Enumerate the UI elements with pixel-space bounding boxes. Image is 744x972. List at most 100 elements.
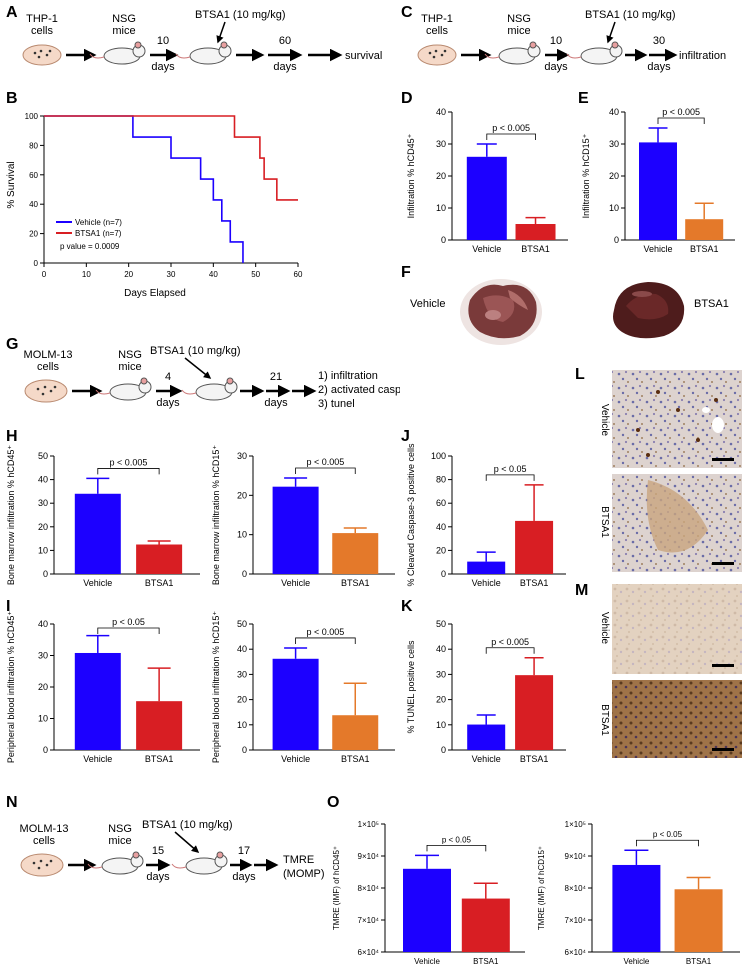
mice-label: NSG — [118, 349, 142, 361]
p-value-label: p < 0.05 — [112, 617, 145, 627]
ihc-m-vehicle-image — [612, 584, 742, 674]
mice-label: mice — [108, 835, 131, 847]
significance-bracket — [636, 839, 699, 847]
survival-line-btsa1 — [44, 115, 298, 201]
x-tick-label: BTSA1 — [690, 244, 719, 254]
liver-image-vehicle — [460, 279, 542, 345]
y-tick-label: 40 — [38, 619, 48, 629]
x-tick-label: Vehicle — [83, 754, 112, 764]
bar-vehicle — [272, 486, 319, 574]
y-tick-label: 10 — [609, 203, 619, 213]
x-tick-label: 0 — [42, 270, 47, 279]
days-value: 21 — [270, 371, 282, 383]
days-label: days — [146, 871, 170, 883]
bar-btsa1 — [461, 898, 510, 952]
bar-btsa1 — [136, 701, 183, 750]
p-value-label: p < 0.05 — [653, 830, 683, 839]
x-tick-label: 30 — [167, 270, 176, 279]
endpoint-label: 3) tunel — [318, 398, 355, 410]
days-value: 30 — [653, 35, 665, 47]
ihc-l-btsa1-image — [612, 474, 742, 572]
x-tick-label: Vehicle — [281, 578, 310, 588]
x-tick-label: Vehicle — [643, 244, 672, 254]
p-value-label: p < 0.005 — [662, 107, 700, 117]
ihc-m-btsa1-image — [612, 680, 742, 758]
y-tick-label: 20 — [237, 490, 247, 500]
y-tick-label: 30 — [38, 498, 48, 508]
bar-btsa1 — [515, 520, 554, 574]
bar-vehicle — [467, 724, 506, 750]
p-value-label: p < 0.005 — [110, 457, 148, 467]
bar-chart-k: 0 10 20 30 40 50 % TUNEL positive cells Vehicle… — [406, 619, 566, 764]
y-tick-label: 0 — [242, 569, 247, 579]
y-tick-label: 40 — [436, 107, 446, 117]
y-tick-label: 40 — [38, 475, 48, 485]
legend-btsa1: BTSA1 (n=7) — [75, 229, 122, 238]
x-tick-label: BTSA1 — [520, 754, 549, 764]
y-axis-label: Peripheral blood infiltration % hCD45⁺ — [6, 611, 16, 764]
petri-dish-icon — [20, 853, 64, 877]
cells-label: cells — [33, 835, 56, 847]
y-tick-label: 10 — [436, 720, 446, 730]
panel-label-k: K — [401, 598, 413, 615]
bar-chart-o1: 6×10⁴ 7×10⁴ 8×10⁴ 9×10⁴ 1×10⁵ TMRE (IMF) of h… — [332, 820, 525, 966]
p-value-label: p < 0.005 — [491, 637, 529, 647]
y-tick-label: 30 — [436, 139, 446, 149]
bar-chart-h2: 0 10 20 30 Bone marrow infiltration % hCD15⁺… — [211, 445, 395, 588]
y-axis-label: Infiltration % hCD15⁺ — [581, 133, 591, 218]
y-tick-label: 30 — [609, 139, 619, 149]
y-tick-label: 0 — [34, 259, 39, 268]
panel-label-d: D — [401, 90, 413, 107]
significance-bracket — [97, 468, 160, 475]
bar-chart-d: 0 10 20 30 40 Infiltration % hCD45⁺ Vehicle BTS… — [406, 107, 568, 254]
bar-chart-o2: 6×10⁴ 7×10⁴ 8×10⁴ 9×10⁴ 1×10⁵ TMRE (IMF) of h… — [537, 820, 740, 966]
schematic-g: MOLM-13 cells NSG mice 4 days BTSA1 (10 … — [24, 345, 400, 410]
y-tick-label: 10 — [38, 545, 48, 555]
y-tick-label: 0 — [242, 745, 247, 755]
x-tick-label: Vehicle — [624, 957, 650, 966]
cells-label: MOLM-13 — [24, 349, 73, 361]
y-tick-label: 9×10⁴ — [565, 852, 587, 861]
days-label: days — [264, 397, 288, 409]
significance-bracket — [485, 474, 535, 481]
y-tick-label: 30 — [237, 451, 247, 461]
y-tick-label: 60 — [29, 171, 38, 180]
x-tick-label: 10 — [82, 270, 91, 279]
bar-vehicle — [74, 652, 121, 750]
endpoint-label: 1) infiltration — [318, 370, 378, 382]
y-tick-label: 30 — [38, 651, 48, 661]
y-tick-label: 6×10⁴ — [565, 948, 587, 957]
x-tick-label: BTSA1 — [341, 578, 370, 588]
y-axis-label: TMRE (IMF) of hCD15⁺ — [537, 846, 546, 930]
bar-vehicle — [612, 864, 661, 952]
survival-axes: 0 20 40 60 80 100 0 10 20 30 40 50 60 — [25, 112, 303, 279]
significance-bracket — [97, 627, 160, 634]
ihc-panels: Vehicle BTSA1 Vehicle BTSA1 — [599, 370, 742, 758]
y-tick-label: 10 — [436, 203, 446, 213]
liver-images: Vehicle BTSA1 — [410, 270, 744, 354]
bar-btsa1 — [332, 715, 379, 750]
x-tick-label: Vehicle — [472, 578, 501, 588]
mice-label: NSG — [108, 823, 132, 835]
y-tick-label: 20 — [38, 682, 48, 692]
mouse-icon — [89, 41, 146, 65]
panel-label-h: H — [6, 428, 18, 445]
y-tick-label: 40 — [436, 644, 446, 654]
days-label: days — [544, 61, 568, 73]
bar-chart-h1: 0 10 20 30 40 50 Bone marrow infiltration % hC… — [6, 445, 200, 588]
x-tick-label: BTSA1 — [521, 244, 550, 254]
p-value-label: p < 0.005 — [307, 627, 345, 637]
panel-label-j: J — [401, 428, 410, 445]
y-tick-label: 0 — [614, 235, 619, 245]
endpoint-label: infiltration — [679, 50, 726, 62]
x-axis-label: Days Elapsed — [124, 288, 186, 299]
mouse-icon — [566, 41, 623, 65]
bar-btsa1 — [515, 675, 554, 750]
days-value: 60 — [279, 35, 291, 47]
x-tick-label: Vehicle — [414, 957, 440, 966]
y-tick-label: 20 — [609, 171, 619, 181]
days-label: days — [232, 871, 256, 883]
y-tick-label: 6×10⁴ — [358, 948, 380, 957]
p-value: p value = 0.0009 — [60, 242, 120, 251]
y-tick-label: 50 — [237, 619, 247, 629]
